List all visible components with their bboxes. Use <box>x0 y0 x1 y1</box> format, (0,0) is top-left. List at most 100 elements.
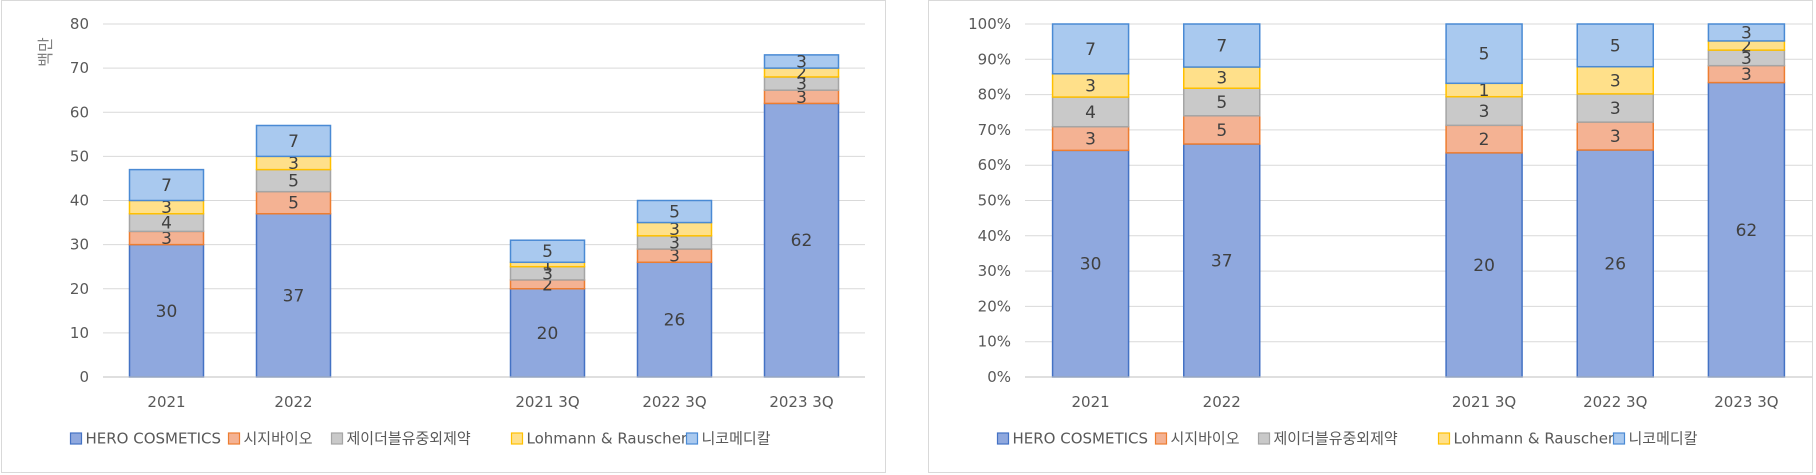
bar-segment <box>1707 81 1786 378</box>
bar-segment <box>509 239 586 264</box>
data-label: 3 <box>669 247 680 267</box>
bar-segment <box>1183 143 1261 378</box>
legend-swatch <box>996 432 1010 445</box>
bar-segment <box>1576 121 1654 151</box>
data-label: 3 <box>669 220 680 240</box>
x-tick-label: 2021 3Q <box>515 393 579 411</box>
data-label: 3 <box>1216 69 1227 89</box>
legend-label: 제이더블유중외제약 <box>347 430 471 448</box>
x-tick-label: 2022 <box>1203 393 1241 411</box>
data-label: 5 <box>288 194 299 214</box>
y-tick-label: 80% <box>978 86 1011 104</box>
x-tick-label: 2021 3Q <box>1452 393 1516 411</box>
y-tick-label: 10% <box>978 333 1011 351</box>
data-label: 5 <box>669 203 680 223</box>
data-label: 3 <box>1085 130 1096 150</box>
legend-label: Lohmann & Rauscher <box>1454 430 1615 448</box>
x-tick-label: 2021 <box>1071 393 1109 411</box>
data-label: 3 <box>796 88 807 108</box>
x-tick-label: 2023 3Q <box>769 393 833 411</box>
bar-segment <box>255 124 332 158</box>
data-label: 4 <box>161 214 172 234</box>
legend-label: 니코메디칼 <box>1629 430 1698 448</box>
legend-label: HERO COSMETICS <box>86 430 222 448</box>
bar-segment <box>1051 96 1130 128</box>
data-label: 7 <box>1216 37 1227 57</box>
data-label: 3 <box>1610 71 1621 91</box>
y-tick-label: 40% <box>978 227 1011 245</box>
data-label: 1 <box>1479 81 1490 101</box>
legend-swatch <box>685 432 699 445</box>
data-label: 37 <box>1211 252 1233 272</box>
legend-swatch <box>227 432 241 445</box>
y-tick-label: 0 <box>79 368 89 386</box>
data-label: 3 <box>796 75 807 95</box>
legend-label: 제이더블유중외제약 <box>1274 430 1398 448</box>
chart-panel-percent: 0% 10% 20% 30% 40% 50% 60% 70% 80% 90% 100% 2021 30 3… <box>928 0 1813 473</box>
data-label: 5 <box>542 242 553 262</box>
y-tick-label: 50% <box>978 192 1011 210</box>
data-label: 3 <box>542 264 553 284</box>
bar-segment <box>1576 93 1654 123</box>
y-tick-label: 60% <box>978 156 1011 174</box>
data-label: 3 <box>1085 76 1096 96</box>
data-label: 5 <box>1610 36 1621 56</box>
data-label: 62 <box>1736 221 1758 241</box>
bar-segment <box>1707 23 1786 42</box>
data-label: 3 <box>796 53 807 73</box>
data-label: 7 <box>288 132 299 152</box>
legend-swatch <box>69 432 83 445</box>
data-label: 5 <box>1216 121 1227 141</box>
bar-segment <box>1051 23 1130 75</box>
y-tick-label: 10 <box>70 324 89 342</box>
y-tick-label: 20 <box>70 280 89 298</box>
x-tick-label: 2022 <box>274 393 312 411</box>
x-tick-label: 2022 3Q <box>1583 393 1647 411</box>
x-tick-label: 2021 <box>147 393 185 411</box>
bar-segment <box>1445 23 1523 85</box>
legend-label: 시지바이오 <box>1171 430 1240 448</box>
data-label: 7 <box>1085 40 1096 60</box>
legend-label: HERO COSMETICS <box>1013 430 1149 448</box>
data-label: 3 <box>669 233 680 253</box>
y-tick-label: 0% <box>987 368 1011 386</box>
y-tick-label: 90% <box>978 50 1011 68</box>
y-tick-label: 30% <box>978 262 1011 280</box>
y-tick-label: 100% <box>968 15 1011 33</box>
data-label: 4 <box>1085 103 1096 123</box>
legend-swatch <box>1154 432 1168 445</box>
data-label: 5 <box>1479 45 1490 65</box>
data-label: 2 <box>542 275 553 295</box>
data-label: 3 <box>161 198 172 218</box>
data-label: 26 <box>664 311 686 331</box>
x-tick-label: 2023 3Q <box>1714 393 1778 411</box>
bar-segment <box>128 243 205 378</box>
data-label: 62 <box>791 231 813 251</box>
y-tick-label: 60 <box>70 103 89 121</box>
data-label: 1 <box>542 255 553 275</box>
bar-segment <box>1576 149 1654 378</box>
data-label: 30 <box>1080 255 1102 275</box>
legend-swatch <box>1612 432 1626 445</box>
data-label: 3 <box>288 154 299 174</box>
data-label: 3 <box>1479 102 1490 122</box>
data-label: 2 <box>1479 130 1490 150</box>
data-label: 26 <box>1604 255 1626 275</box>
bar-segment <box>1183 87 1261 117</box>
data-label: 5 <box>288 172 299 192</box>
data-label: 3 <box>1610 99 1621 119</box>
y-tick-label: 30 <box>70 236 89 254</box>
y-tick-label: 70% <box>978 121 1011 139</box>
chart-panel-absolute: 백만 0 10 20 30 40 50 60 70 80 2021 30 3 4 3 7 2022 37 5 5 3 7 2… <box>1 0 886 473</box>
legend-label: 시지바이오 <box>244 430 313 448</box>
y-tick-label: 20% <box>978 297 1011 315</box>
data-label: 3 <box>1741 23 1752 43</box>
y-axis-label: 백만 <box>36 37 55 67</box>
legend-swatch <box>510 432 524 445</box>
legend-swatch <box>1257 432 1271 445</box>
bar-segment <box>1183 115 1261 145</box>
bar-segment <box>509 288 586 378</box>
bar-segment <box>1445 152 1523 378</box>
data-label: 20 <box>1473 256 1495 276</box>
data-label: 30 <box>156 302 178 322</box>
